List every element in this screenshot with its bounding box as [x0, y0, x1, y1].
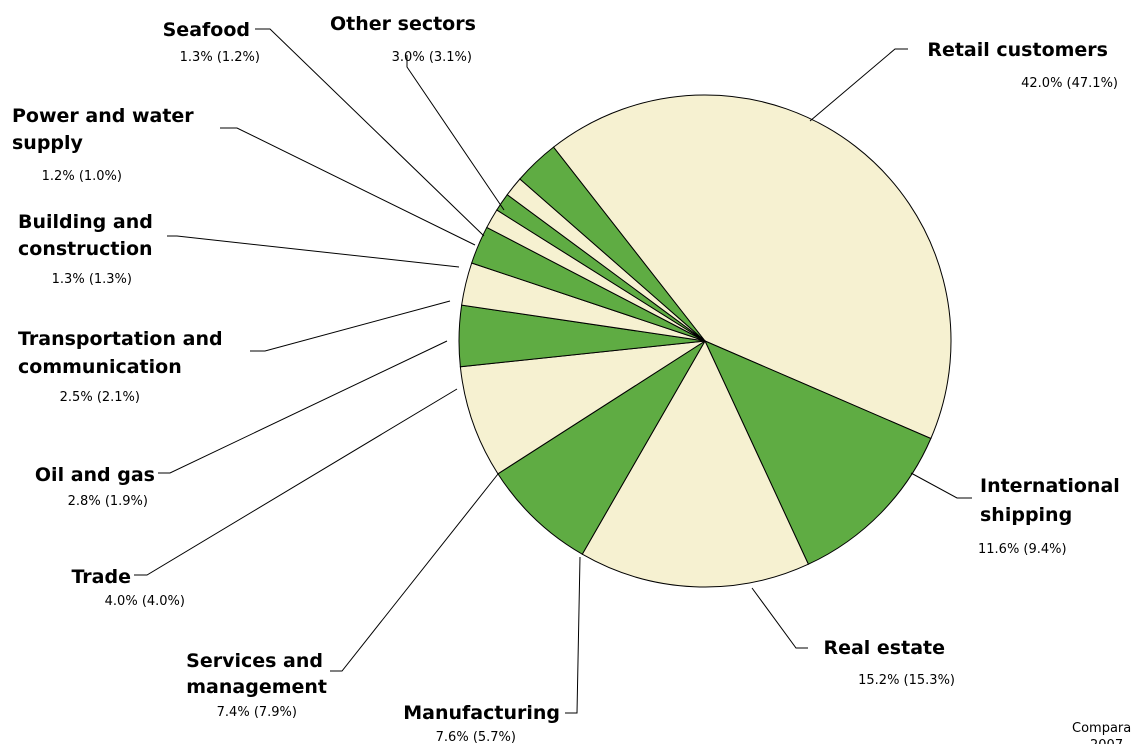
leader-line-building-and-construction — [167, 235, 460, 268]
pie-slice-services-and-management — [459, 340, 706, 475]
leader-line-power-and-water-supply — [220, 127, 476, 246]
leader-line-international-shipping — [910, 472, 972, 499]
slice-value-building-and-construction: 1.3% (1.3%) — [52, 272, 132, 287]
slice-label-building-and-construction: Building and construction — [18, 211, 153, 260]
slice-value-transportation-and-communication: 2.5% (2.1%) — [60, 390, 140, 405]
leader-line-trade — [134, 388, 458, 576]
slice-label-international-shipping: International shipping — [980, 475, 1120, 526]
slice-value-services-and-management: 7.4% (7.9%) — [217, 705, 297, 720]
pie-slice-other-sectors — [519, 146, 706, 342]
leader-line-oil-and-gas — [158, 340, 448, 474]
slice-label-oil-and-gas: Oil and gas — [35, 464, 155, 486]
slice-value-manufacturing: 7.6% (5.7%) — [436, 730, 516, 744]
leader-line-transportation-and-communication — [250, 300, 451, 352]
slice-label-trade: Trade — [71, 566, 131, 588]
leader-line-seafood — [255, 28, 485, 237]
slice-label-services-and-management: Services and management — [186, 650, 327, 698]
slice-value-power-and-water-supply: 1.2% (1.0%) — [42, 169, 122, 184]
slice-label-power-and-water-supply: Power and water supply — [12, 105, 194, 154]
leader-line-real-estate — [751, 587, 808, 649]
leader-line-services-and-management — [330, 473, 499, 672]
slice-value-other-sectors: 3.0% (3.1%) — [392, 50, 472, 65]
leader-line-other-sectors — [406, 55, 505, 211]
slice-value-oil-and-gas: 2.8% (1.9%) — [68, 494, 148, 509]
slice-value-trade: 4.0% (4.0%) — [105, 594, 185, 609]
slice-value-retail-customers: 42.0% (47.1%) — [1021, 76, 1118, 91]
pie-slice-international-shipping — [703, 340, 932, 565]
slice-value-international-shipping: 11.6% (9.4%) — [978, 542, 1067, 557]
slice-value-seafood: 1.3% (1.2%) — [180, 50, 260, 65]
leader-line-retail-customers — [809, 48, 908, 122]
footnote: Compara2007 — [1072, 721, 1131, 744]
pie-slice-retail-customers — [552, 94, 952, 440]
pie-slice-manufacturing — [497, 340, 706, 555]
slice-label-real-estate: Real estate — [823, 637, 945, 659]
slice-label-seafood: Seafood — [163, 19, 250, 41]
slice-label-retail-customers: Retail customers — [927, 39, 1108, 61]
slice-label-other-sectors: Other sectors — [330, 13, 476, 35]
slice-label-transportation-and-communication: Transportation and communication — [18, 328, 223, 378]
pie-slice-real-estate — [581, 339, 810, 588]
slice-value-real-estate: 15.2% (15.3%) — [858, 673, 955, 688]
leader-line-manufacturing — [565, 556, 581, 714]
slice-label-manufacturing: Manufacturing — [403, 702, 560, 724]
